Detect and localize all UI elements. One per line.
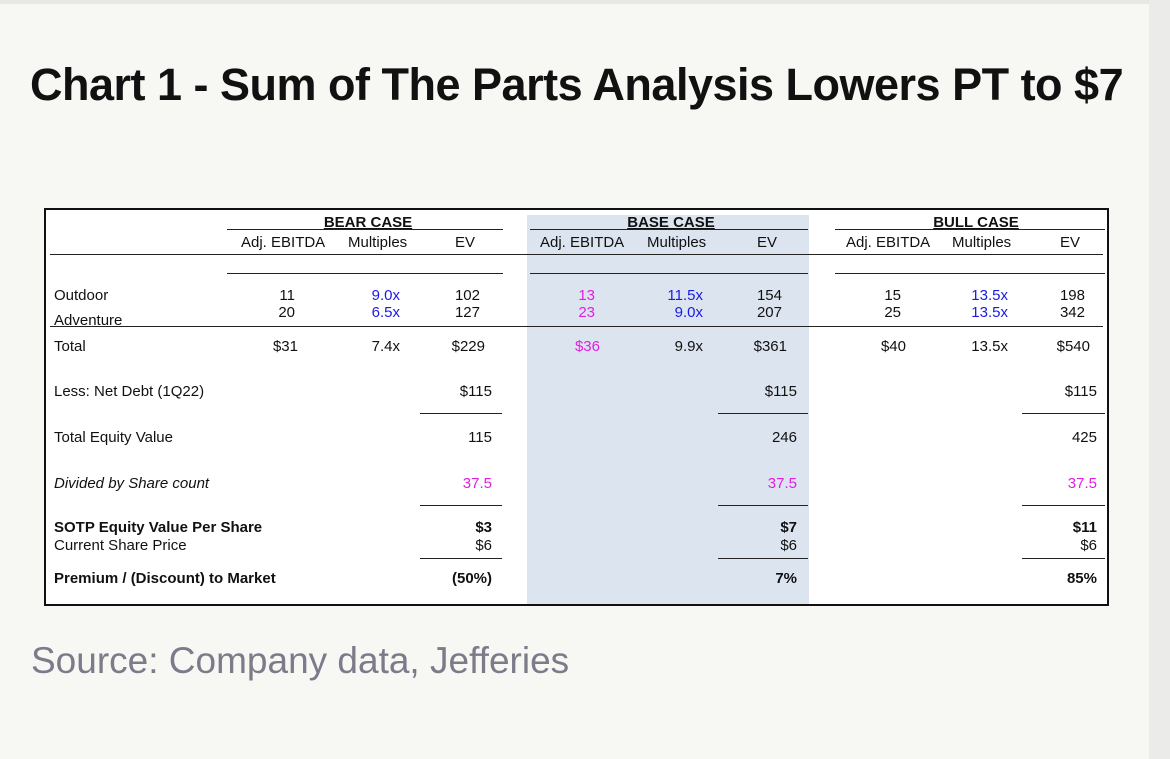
row-label-price: Current Share Price — [54, 537, 187, 554]
bull-price: $6 — [1080, 537, 1097, 554]
base-subheader-rule — [530, 273, 808, 274]
bull-total-ebitda: $40 — [880, 338, 906, 355]
row-label-total: Total — [54, 338, 86, 355]
base-case-highlight — [527, 215, 809, 604]
row-label-premium: Premium / (Discount) to Market — [54, 570, 276, 587]
bear-outdoor-ev: 102 — [454, 287, 480, 304]
bear-outdoor-multiple: 9.0x — [371, 287, 400, 304]
source-note: Source: Company data, Jefferies — [31, 640, 570, 681]
bear-net-debt-rule — [420, 413, 502, 414]
base-equity: 246 — [771, 429, 797, 446]
bull-outdoor-multiple: 13.5x — [971, 287, 1008, 304]
bear-header-rule — [227, 229, 503, 230]
bull-shares: 37.5 — [1067, 475, 1097, 492]
base-adventure-multiple: 9.0x — [674, 304, 703, 321]
base-case-header: BASE CASE — [627, 214, 715, 231]
base-col-ev: EV — [757, 234, 778, 251]
base-net-debt-rule — [718, 413, 808, 414]
bear-col-multiples: Multiples — [348, 234, 408, 251]
base-total-ebitda: $36 — [574, 338, 600, 355]
bull-net-debt: $115 — [1064, 383, 1097, 400]
bear-outdoor-ebitda: 11 — [279, 287, 295, 304]
bull-adventure-ev: 342 — [1059, 304, 1085, 321]
bull-price-rule — [1022, 558, 1105, 559]
base-premium: 7% — [775, 570, 797, 587]
bull-outdoor-ebitda: 15 — [884, 287, 901, 304]
bear-total-ebitda: $31 — [272, 338, 298, 355]
bear-col-ebitda: Adj. EBITDA — [241, 234, 326, 251]
bear-net-debt: $115 — [459, 383, 492, 400]
row-label-sotp: SOTP Equity Value Per Share — [54, 519, 263, 536]
bull-col-multiples: Multiples — [952, 234, 1012, 251]
base-total-multiple: 9.9x — [674, 338, 703, 355]
bull-header-rule — [835, 229, 1105, 230]
base-col-multiples: Multiples — [647, 234, 707, 251]
row-label-adventure: Adventure — [54, 312, 123, 329]
base-net-debt: $115 — [764, 383, 797, 400]
bull-sotp: $11 — [1072, 519, 1097, 536]
row-label-outdoor: Outdoor — [54, 287, 109, 304]
base-adventure-ebitda: 23 — [578, 304, 595, 321]
bull-total-ev: $540 — [1056, 338, 1090, 355]
bear-shares-rule — [420, 505, 502, 506]
bull-shares-rule — [1022, 505, 1105, 506]
bear-price-rule — [420, 558, 502, 559]
row-label-net-debt: Less: Net Debt (1Q22) — [54, 383, 205, 400]
bear-equity: 115 — [468, 429, 492, 446]
page-title: Chart 1 - Sum of The Parts Analysis Lowe… — [30, 59, 1124, 110]
bull-case-header: BULL CASE — [933, 214, 1019, 231]
bull-col-ev: EV — [1060, 234, 1081, 251]
bull-total-multiple: 13.5x — [971, 338, 1008, 355]
bull-premium: 85% — [1066, 570, 1097, 587]
base-outdoor-multiple: 11.5x — [667, 287, 703, 304]
base-total-ev: $361 — [753, 338, 787, 355]
bear-col-ev: EV — [455, 234, 476, 251]
bear-premium: (50%) — [451, 570, 492, 587]
bull-adventure-multiple: 13.5x — [971, 304, 1008, 321]
bear-case-header: BEAR CASE — [323, 214, 413, 231]
bear-adventure-ev: 127 — [454, 304, 480, 321]
bear-shares: 37.5 — [462, 475, 492, 492]
bear-adventure-ebitda: 20 — [278, 304, 295, 321]
subtotal-rule — [50, 326, 1103, 327]
bull-equity: 425 — [1071, 429, 1097, 446]
base-header-rule — [530, 229, 808, 230]
base-adventure-ev: 207 — [756, 304, 782, 321]
base-outdoor-ebitda: 13 — [578, 287, 595, 304]
base-shares: 37.5 — [767, 475, 797, 492]
bull-outdoor-ev: 198 — [1059, 287, 1085, 304]
top-border — [0, 0, 1170, 4]
base-price: $6 — [780, 537, 797, 554]
bear-sotp: $3 — [475, 519, 492, 536]
base-outdoor-ev: 154 — [756, 287, 782, 304]
base-col-ebitda: Adj. EBITDA — [540, 234, 625, 251]
header-underline — [50, 254, 1103, 255]
base-sotp: $7 — [780, 519, 797, 536]
bear-adventure-multiple: 6.5x — [371, 304, 400, 321]
bear-subheader-rule — [227, 273, 503, 274]
row-label-equity: Total Equity Value — [54, 429, 173, 446]
bull-subheader-rule — [835, 273, 1105, 274]
bear-total-multiple: 7.4x — [371, 338, 400, 355]
bear-total-ev: $229 — [451, 338, 485, 355]
bull-adventure-ebitda: 25 — [884, 304, 901, 321]
row-label-shares: Divided by Share count — [54, 475, 210, 492]
right-margin — [1149, 0, 1170, 759]
bear-price: $6 — [475, 537, 492, 554]
base-shares-rule — [718, 505, 808, 506]
base-price-rule — [718, 558, 808, 559]
bull-net-debt-rule — [1022, 413, 1105, 414]
bull-col-ebitda: Adj. EBITDA — [846, 234, 931, 251]
